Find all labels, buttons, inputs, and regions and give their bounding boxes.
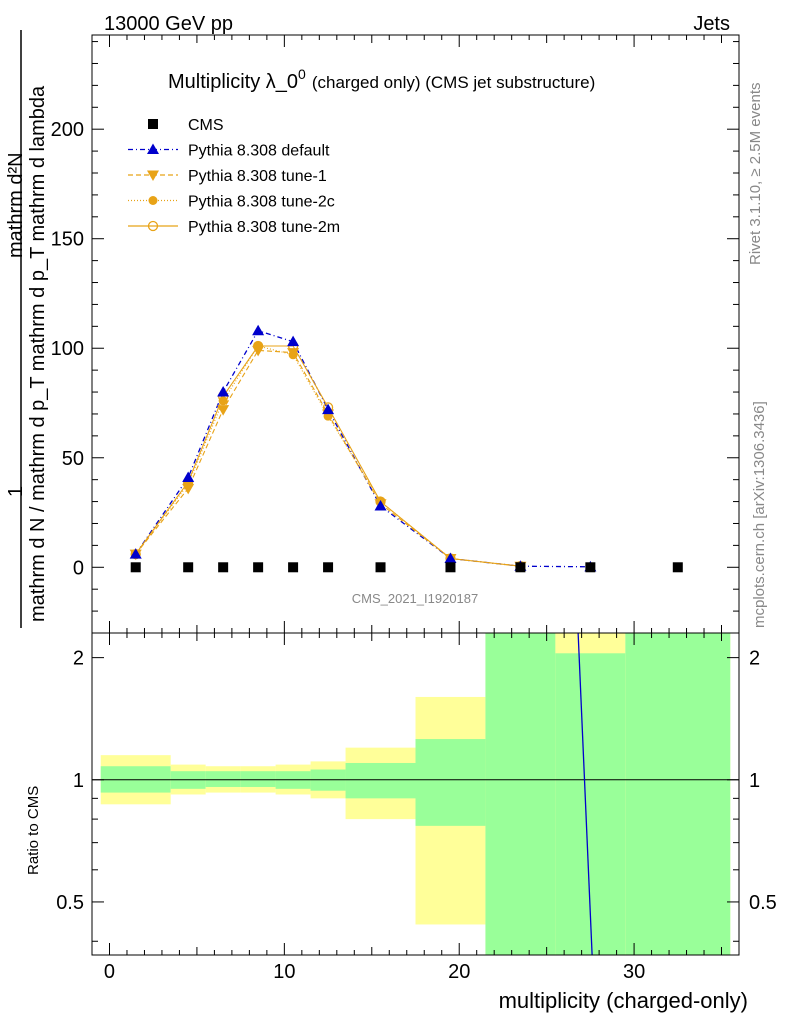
point-0-1 (183, 562, 194, 573)
legend: CMS Pythia 8.308 default Pythia 8.308 tune… (128, 117, 340, 236)
plot-title: Multiplicity λ_00 (charged only) (CMS jet… (168, 66, 595, 93)
series-line-1 (135, 329, 591, 568)
point-0-6 (375, 562, 386, 573)
point-2-1 (182, 483, 195, 495)
point-0-2 (218, 562, 229, 573)
legend-label-2: Pythia 8.308 tune-1 (188, 168, 327, 185)
series-line-3 (135, 345, 521, 567)
ratio-ytick-label: 2 (73, 648, 84, 670)
ratio-green-band-6 (345, 762, 416, 799)
main-series-group (129, 324, 683, 573)
legend-label-3: Pythia 8.308 tune-2c (188, 194, 335, 211)
main-ytick-label: 150 (51, 229, 84, 251)
ratio-green-band-8 (485, 633, 556, 955)
point-1-2 (217, 386, 230, 397)
point-0-8 (515, 562, 526, 573)
point-1-0 (129, 548, 142, 559)
main-ytick-label: 0 (73, 557, 84, 579)
ylabel-denominator: mathrm d N / mathrm d p_T mathrm d p_T m… (27, 85, 49, 622)
point-3-2 (218, 396, 228, 406)
point-0-10 (672, 562, 683, 573)
series-line-4 (135, 345, 521, 567)
ratio-green-band-2 (205, 771, 241, 787)
x-axis-label: multiplicity (charged-only) (499, 988, 748, 1013)
series-line-2 (135, 349, 521, 567)
point-1-1 (182, 471, 195, 482)
legend-label-4: Pythia 8.308 tune-2m (188, 219, 340, 236)
legend-marker-1 (147, 143, 159, 154)
point-0-0 (130, 562, 141, 573)
main-axes: 0 50 100 150 200 (51, 34, 740, 634)
point-0-9 (585, 562, 596, 573)
legend-marker-3 (148, 196, 158, 205)
ratio-xtick-label: 30 (623, 961, 645, 983)
ratio-xtick-label: 10 (273, 961, 295, 983)
main-ytick-label: 100 (51, 338, 84, 360)
point-1-4 (287, 335, 300, 347)
main-ytick-label: 50 (62, 448, 84, 470)
ylabel-numerator: mathrm d²N (5, 152, 27, 258)
ratio-green-band-10 (625, 633, 731, 955)
ylabel-prefix: 1 (5, 486, 27, 497)
ratio-bands (100, 633, 731, 955)
main-ytick-label: 200 (51, 119, 84, 141)
point-0-7 (445, 562, 456, 573)
ratio-axes: 0.5 0.51 12 20 10 20 30 (56, 632, 777, 983)
ratio-lines (92, 632, 739, 956)
header-left: 13000 GeV pp (104, 13, 233, 35)
ratio-green-band-3 (240, 771, 276, 787)
point-2-3 (252, 345, 265, 357)
ratio-ytick-label-right: 0.5 (749, 892, 777, 914)
plot-title-suffix: (charged only) (CMS jet substructure) (312, 73, 595, 92)
legend-label-0: CMS (188, 117, 224, 134)
rivet-label: Rivet 3.1.10, ≥ 2.5M events (747, 83, 764, 266)
point-2-4 (287, 348, 300, 359)
header-right: Jets (693, 13, 730, 35)
ratio-green-band-7 (415, 739, 486, 826)
point-1-7 (444, 552, 457, 564)
legend-marker-4 (147, 220, 159, 232)
legend-marker-2 (147, 170, 159, 181)
point-0-4 (288, 562, 299, 573)
ratio-default-line (577, 632, 593, 956)
ratio-ytick-label-right: 2 (749, 648, 760, 670)
mcplots-label: mcplots.cern.ch [arXiv:1306.3436] (751, 401, 768, 628)
point-1-3 (252, 324, 265, 336)
legend-marker-0 (148, 119, 158, 129)
plot-title-sup: 0 (298, 66, 306, 82)
analysis-id: CMS_2021_I1920187 (352, 591, 479, 606)
ratio-ytick-label-right: 1 (749, 770, 760, 792)
point-2-2 (217, 405, 230, 416)
ratio-ytick-label: 1 (73, 770, 84, 792)
plot-title-main: Multiplicity λ_0 (168, 71, 298, 93)
ratio-xtick-label: 0 (104, 961, 115, 983)
legend-label-1: Pythia 8.308 default (188, 143, 330, 160)
point-0-3 (253, 562, 264, 573)
ratio-xtick-label: 20 (448, 961, 470, 983)
point-1-5 (322, 403, 335, 415)
ratio-ytick-label: 0.5 (56, 892, 84, 914)
ratio-ylabel: Ratio to CMS (25, 786, 42, 875)
main-ylabel: 1 mathrm d²N mathrm d N / mathrm d p_T m… (5, 30, 49, 628)
point-0-5 (323, 562, 334, 573)
point-1-6 (374, 499, 387, 511)
ratio-frame (91, 632, 740, 956)
